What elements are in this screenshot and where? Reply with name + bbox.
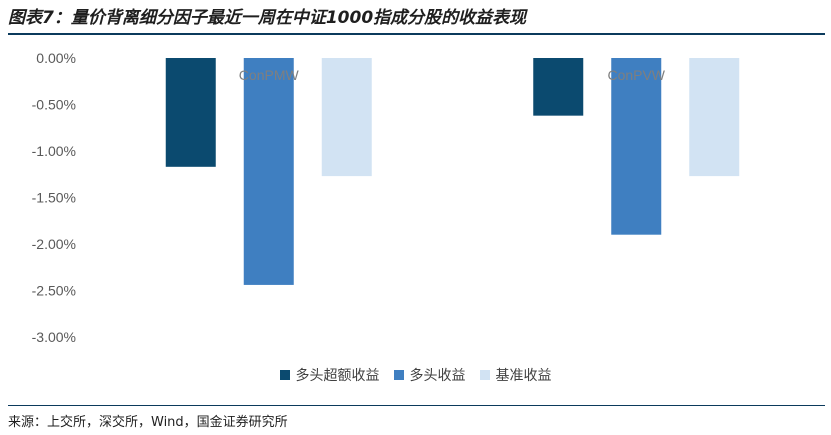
y-tick-label: 0.00%: [36, 50, 76, 66]
y-tick-label: -1.00%: [32, 143, 76, 159]
y-tick-label: -0.50%: [32, 97, 76, 113]
source-note: 来源：上交所，深交所，Wind，国金证券研究所: [8, 415, 288, 430]
legend-item: 多头超额收益: [279, 366, 380, 384]
category-label: ConPVW: [607, 67, 665, 83]
bar-ConPMW-0: [165, 58, 216, 167]
y-tick-label: -2.50%: [32, 283, 76, 299]
title-divider: [8, 33, 825, 35]
footer-divider: [8, 405, 825, 406]
chart-legend: 多头超额收益 多头收益 基准收益: [0, 366, 831, 384]
bar-ConPMW-1: [243, 58, 294, 285]
y-tick-label: -1.50%: [32, 190, 76, 206]
legend-label: 多头收益: [409, 368, 466, 384]
bar-ConPVW-1: [611, 58, 662, 235]
legend-swatch: [479, 370, 490, 380]
legend-swatch: [279, 370, 290, 380]
chart-title: 图表7：量价背离细分因子最近一周在中证1000指成分股的收益表现: [8, 8, 527, 28]
legend-swatch: [393, 370, 404, 380]
legend-item: 多头收益: [393, 366, 466, 384]
bar-ConPMW-2: [321, 58, 372, 177]
y-tick-label: -3.00%: [32, 329, 76, 345]
legend-item: 基准收益: [479, 366, 552, 384]
category-label: ConPMW: [239, 67, 300, 83]
bar-ConPVW-2: [689, 58, 740, 177]
bar-ConPVW-0: [533, 58, 584, 116]
legend-label: 基准收益: [495, 368, 552, 384]
y-tick-label: -2.00%: [32, 236, 76, 252]
chart-area: 0.00% -0.50% -1.00% -1.50% -2.00% -2.50% -3.00…: [32, 50, 740, 345]
legend-label: 多头超额收益: [295, 368, 380, 384]
